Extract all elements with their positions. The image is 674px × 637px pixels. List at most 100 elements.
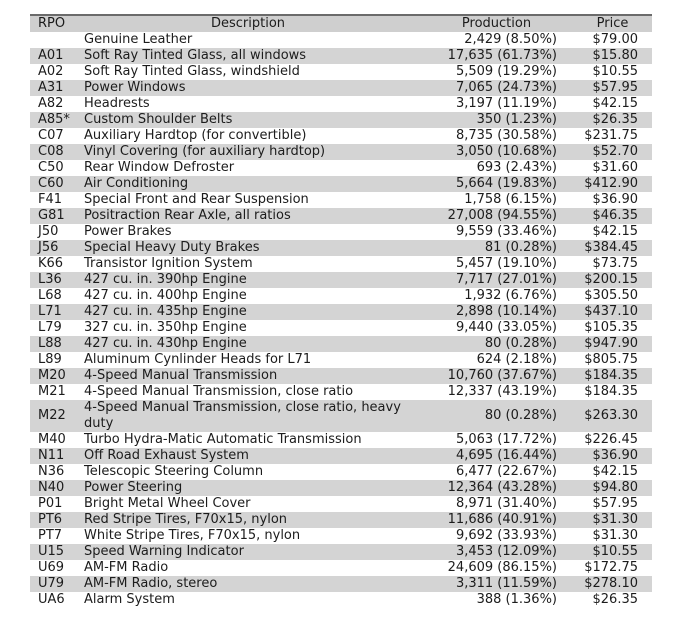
cell-production: 3,050 (10.68%) xyxy=(455,144,557,159)
cell-description: AM-FM Radio xyxy=(84,560,169,575)
cell-description: Soft Ray Tinted Glass, all windows xyxy=(84,48,307,63)
cell-rpo: L79 xyxy=(38,320,62,335)
cell-description: Soft Ray Tinted Glass, windshield xyxy=(84,64,300,79)
cell-rpo: F41 xyxy=(38,192,63,207)
cell-production: 11,686 (40.91%) xyxy=(447,512,557,527)
table-row: C60 Air Conditioning 5,664 (19.83%) $412.90 xyxy=(30,176,652,192)
cell-production: 9,559 (33.46%) xyxy=(455,224,557,239)
cell-description: 427 cu. in. 400hp Engine xyxy=(84,288,247,303)
table-row: M22 4-Speed Manual Transmission, close ra… xyxy=(30,400,652,432)
cell-price: $94.80 xyxy=(592,480,639,495)
cell-rpo: C07 xyxy=(38,128,64,143)
cell-production: 9,692 (33.93%) xyxy=(455,528,557,543)
table-row: L88 427 cu. in. 430hp Engine 80 (0.28%) $94… xyxy=(30,336,652,352)
cell-price: $200.15 xyxy=(584,272,638,287)
cell-rpo: A82 xyxy=(38,96,64,111)
cell-price: $31.30 xyxy=(592,528,639,543)
column-header-description: Description xyxy=(210,16,286,31)
table-row: P01 Bright Metal Wheel Cover 8,971 (31.40%… xyxy=(30,496,652,512)
cell-production: 693 (2.43%) xyxy=(476,160,557,175)
cell-description: 4-Speed Manual Transmission, close ratio… xyxy=(84,400,401,431)
cell-price: $73.75 xyxy=(592,256,639,271)
table-row: U79 AM-FM Radio, stereo 3,311 (11.59%) $278… xyxy=(30,576,652,592)
table-row: A85* Custom Shoulder Belts 350 (1.23%) $26.… xyxy=(30,112,652,128)
cell-rpo: A31 xyxy=(38,80,64,95)
table-header: RPO Description Production Price xyxy=(30,15,652,32)
cell-price: $437.10 xyxy=(584,304,638,319)
table-row: M40 Turbo Hydra-Matic Automatic Transmiss… xyxy=(30,432,652,448)
column-header-price: Price xyxy=(596,16,629,31)
table-row: U15 Speed Warning Indicator 3,453 (12.09%)… xyxy=(30,544,652,560)
cell-rpo: N11 xyxy=(38,448,65,463)
cell-price: $42.15 xyxy=(592,96,639,111)
cell-description: Positraction Rear Axle, all ratios xyxy=(84,208,291,223)
table-row: J56 Special Heavy Duty Brakes 81 (0.28%) $3… xyxy=(30,240,652,256)
cell-price: $79.00 xyxy=(592,32,639,47)
cell-rpo: L68 xyxy=(38,288,62,303)
table-row: J50 Power Brakes 9,559 (33.46%) $42.15 xyxy=(30,224,652,240)
cell-description: 427 cu. in. 430hp Engine xyxy=(84,336,247,351)
cell-description: Vinyl Covering (for auxiliary hardtop) xyxy=(84,144,326,159)
cell-production: 2,429 (8.50%) xyxy=(464,32,557,47)
cell-description: Power Steering xyxy=(84,480,183,495)
cell-price: $105.35 xyxy=(584,320,638,335)
cell-rpo: N36 xyxy=(38,464,65,479)
table-body: Genuine Leather 2,429 (8.50%) $79.00 A01 Sof… xyxy=(30,32,652,608)
cell-production: 27,008 (94.55%) xyxy=(447,208,557,223)
cell-description: 4-Speed Manual Transmission, close ratio xyxy=(84,384,354,399)
cell-rpo: U15 xyxy=(38,544,65,559)
cell-description: Auxiliary Hardtop (for convertible) xyxy=(84,128,307,143)
cell-rpo: N40 xyxy=(38,480,65,495)
cell-rpo: L36 xyxy=(38,272,62,287)
cell-production: 12,364 (43.28%) xyxy=(447,480,557,495)
cell-description: Headrests xyxy=(84,96,150,111)
cell-rpo: A85* xyxy=(38,112,70,127)
cell-production: 3,197 (11.19%) xyxy=(455,96,557,111)
cell-rpo: UA6 xyxy=(38,592,65,607)
cell-description: Alarm System xyxy=(84,592,175,607)
cell-price: $42.15 xyxy=(592,224,639,239)
cell-rpo: J50 xyxy=(38,224,59,239)
cell-production: 7,717 (27.01%) xyxy=(455,272,557,287)
table-row: N40 Power Steering 12,364 (43.28%) $94.80 xyxy=(30,480,652,496)
cell-price: $412.90 xyxy=(584,176,638,191)
table-row: A82 Headrests 3,197 (11.19%) $42.15 xyxy=(30,96,652,112)
cell-production: 81 (0.28%) xyxy=(484,240,557,255)
cell-production: 5,063 (17.72%) xyxy=(455,432,557,447)
cell-price: $31.30 xyxy=(592,512,639,527)
cell-rpo: A01 xyxy=(38,48,64,63)
cell-description: Rear Window Defroster xyxy=(84,160,235,175)
table-row: L79 327 cu. in. 350hp Engine 9,440 (33.05%… xyxy=(30,320,652,336)
cell-description: Air Conditioning xyxy=(84,176,189,191)
table-row: N11 Off Road Exhaust System 4,695 (16.44%)… xyxy=(30,448,652,464)
cell-description: Special Heavy Duty Brakes xyxy=(84,240,260,255)
cell-description: Telescopic Steering Column xyxy=(84,464,264,479)
cell-price: $231.75 xyxy=(584,128,638,143)
cell-rpo: G81 xyxy=(38,208,65,223)
column-header-production: Production xyxy=(461,16,532,31)
cell-production: 5,509 (19.29%) xyxy=(455,64,557,79)
table-row: K66 Transistor Ignition System 5,457 (19.1… xyxy=(30,256,652,272)
cell-production: 9,440 (33.05%) xyxy=(455,320,557,335)
cell-production: 350 (1.23%) xyxy=(476,112,557,127)
cell-price: $263.30 xyxy=(584,408,638,423)
cell-price: $172.75 xyxy=(584,560,638,575)
cell-price: $278.10 xyxy=(584,576,638,591)
cell-production: 80 (0.28%) xyxy=(484,336,557,351)
cell-production: 24,609 (86.15%) xyxy=(447,560,557,575)
cell-rpo: L89 xyxy=(38,352,62,367)
cell-rpo: C50 xyxy=(38,160,64,175)
cell-description: Power Brakes xyxy=(84,224,172,239)
cell-production: 17,635 (61.73%) xyxy=(447,48,557,63)
cell-description: White Stripe Tires, F70x15, nylon xyxy=(84,528,301,543)
cell-rpo: C08 xyxy=(38,144,64,159)
options-table: RPO Description Production Price Genuine… xyxy=(30,14,652,608)
cell-description: 327 cu. in. 350hp Engine xyxy=(84,320,247,335)
table-row: A31 Power Windows 7,065 (24.73%) $57.95 xyxy=(30,80,652,96)
cell-description: Aluminum Cynlinder Heads for L71 xyxy=(84,352,312,367)
cell-rpo: M20 xyxy=(38,368,66,383)
table-row: UA6 Alarm System 388 (1.36%) $26.35 xyxy=(30,592,652,608)
cell-rpo: M21 xyxy=(38,384,66,399)
cell-description: Power Windows xyxy=(84,80,186,95)
cell-rpo: PT6 xyxy=(38,512,63,527)
